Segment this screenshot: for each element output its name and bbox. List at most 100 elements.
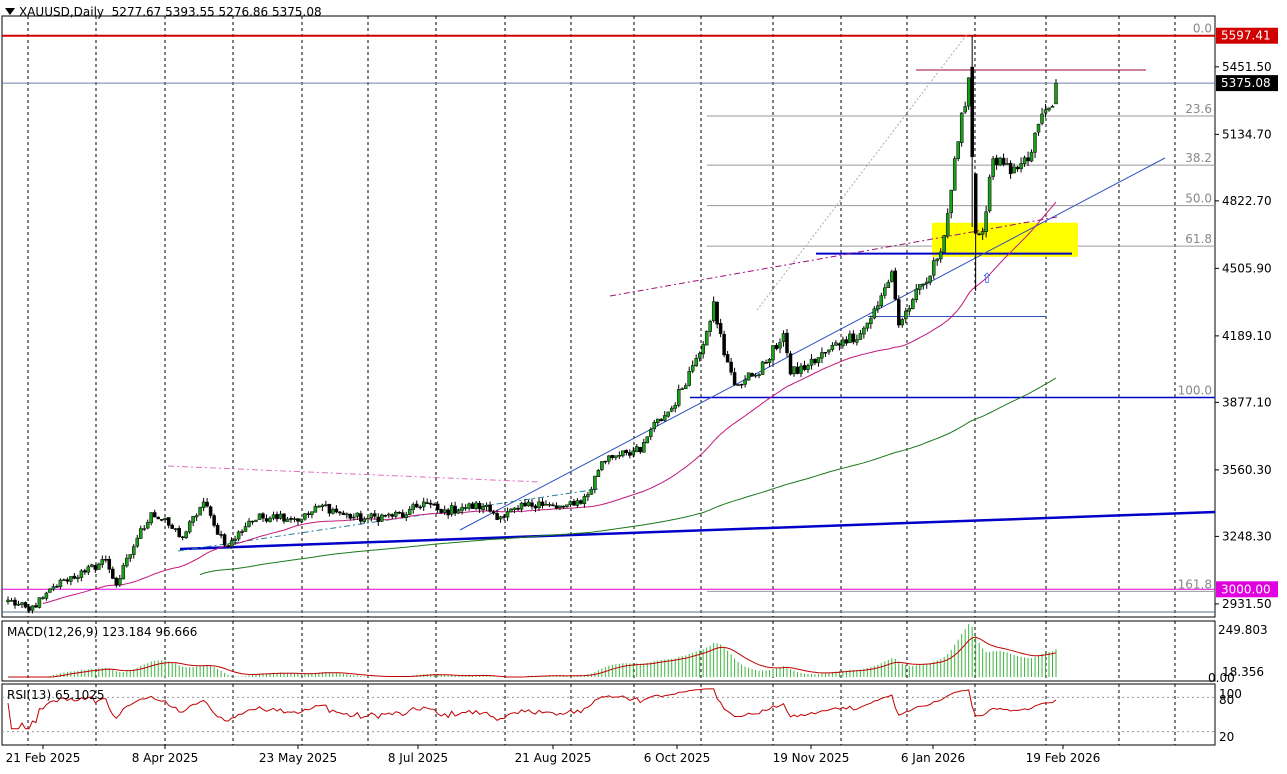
candle-body — [76, 577, 80, 580]
candle-body — [79, 570, 84, 578]
candle-body — [257, 513, 262, 520]
candle-body — [58, 579, 63, 588]
candle-body — [715, 301, 719, 325]
candle-body — [862, 327, 866, 335]
candle-body — [201, 501, 206, 509]
y-tick-label: 5134.70 — [1222, 127, 1272, 141]
candle-body — [642, 441, 646, 453]
candle-body — [690, 365, 695, 372]
candle-body — [656, 418, 660, 423]
macd-signal-line — [8, 636, 1057, 678]
candle-body — [456, 510, 461, 514]
rsi-scale-low: 20 — [1219, 730, 1234, 744]
candle-body — [481, 505, 485, 510]
candle-body — [816, 357, 821, 363]
candle-body — [51, 586, 56, 590]
candle-body — [827, 349, 831, 353]
candle-body — [760, 361, 765, 375]
candle-body — [631, 450, 636, 456]
candle-body — [561, 505, 566, 508]
x-tick-label: 6 Jan 2026 — [901, 751, 965, 765]
fib-level-label: 61.8 — [1185, 232, 1212, 246]
candle-body — [432, 503, 436, 506]
candle-body — [373, 513, 377, 517]
candle-body — [795, 366, 800, 374]
candle-body — [345, 513, 349, 516]
candle-body — [746, 372, 751, 381]
candle-body — [722, 333, 726, 356]
candle-body — [303, 513, 307, 520]
candle-body — [460, 506, 464, 511]
candle-body — [904, 310, 908, 320]
candle-body — [659, 419, 664, 422]
candle-body — [282, 513, 286, 522]
candle-body — [145, 522, 150, 529]
candle-body — [617, 455, 622, 457]
candle-body — [547, 504, 552, 506]
candle-body — [149, 512, 153, 524]
candle-body — [537, 501, 541, 508]
price-marker-label: 5375.08 — [1221, 76, 1271, 90]
candle-body — [554, 505, 559, 509]
candle-body — [963, 106, 967, 113]
candle-body — [533, 505, 538, 509]
candle-body — [883, 287, 887, 296]
candle-body — [718, 323, 723, 334]
macd-scale-top: 249.803 — [1218, 623, 1268, 637]
candle-body — [582, 496, 587, 505]
candle-body — [813, 358, 817, 364]
rsi-scale-mid: 80 — [1219, 693, 1234, 707]
candle-body — [118, 578, 122, 586]
candle-body — [683, 385, 688, 390]
candle-body — [233, 538, 237, 541]
candle-body — [753, 374, 758, 377]
candle-body — [729, 361, 733, 373]
candle-body — [938, 251, 943, 260]
candle-body — [86, 566, 91, 573]
candle-body — [250, 520, 255, 523]
candle-body — [1015, 166, 1020, 170]
rsi-line — [7, 688, 1057, 730]
candle-body — [900, 319, 905, 326]
candle-body — [952, 158, 957, 191]
candle-body — [107, 558, 112, 570]
candle-body — [739, 383, 744, 386]
rsi-scale-top: 100 — [1219, 687, 1242, 701]
y-tick-label: 4189.10 — [1222, 329, 1272, 343]
candle-body — [687, 371, 691, 386]
candle-body — [352, 516, 356, 519]
candle-body — [442, 509, 447, 513]
macd-panel-frame — [1, 620, 1216, 682]
candle-body — [219, 534, 223, 536]
candle-body — [30, 605, 35, 611]
candle-body — [69, 576, 73, 582]
support-zone — [932, 222, 1078, 257]
fib-level-label: 161.8 — [1178, 577, 1212, 591]
x-tick-label: 19 Nov 2025 — [773, 751, 850, 765]
price-marker-label: 5597.41 — [1221, 29, 1271, 43]
candle-body — [865, 322, 870, 329]
candle-body — [869, 318, 873, 325]
candle-body — [1029, 151, 1034, 162]
fib-level-label: 23.6 — [1185, 102, 1212, 116]
candle-body — [111, 568, 115, 579]
candle-body — [1033, 132, 1037, 153]
candle-body — [166, 517, 171, 526]
candle-body — [27, 606, 31, 611]
candle-body — [278, 513, 283, 519]
candle-body — [247, 520, 251, 527]
candle-body — [359, 513, 363, 522]
symbol-title: XAUUSD,Daily — [19, 5, 105, 19]
candle-body — [610, 455, 615, 458]
candle-body — [383, 515, 388, 517]
candle-body — [732, 372, 737, 385]
candle-body — [125, 557, 129, 567]
triangle-down-icon[interactable] — [5, 8, 15, 15]
candle-body — [97, 563, 101, 570]
candle-body — [173, 528, 178, 530]
fib-level-label: 0.0 — [1193, 22, 1212, 36]
candle-body — [614, 455, 618, 458]
candle-body — [72, 575, 77, 579]
candle-body — [366, 517, 370, 520]
